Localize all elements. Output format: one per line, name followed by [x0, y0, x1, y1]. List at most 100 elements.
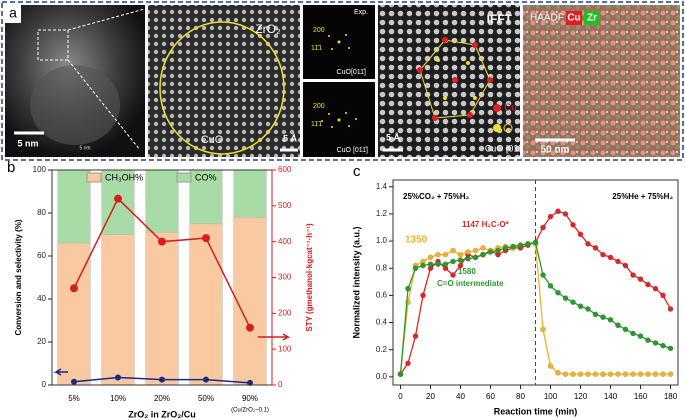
point — [600, 314, 606, 320]
hkl-label: 11̄1 — [311, 45, 322, 52]
point — [247, 379, 253, 386]
scale-label: 5 nm — [79, 145, 90, 151]
point — [517, 242, 524, 249]
x-tick-label: 40 — [456, 392, 465, 401]
point — [547, 283, 554, 289]
fft-spots — [321, 34, 357, 128]
point — [480, 245, 486, 251]
y-axis-title: Normalized intensity (a.u.) — [351, 226, 361, 338]
point — [472, 254, 479, 261]
y-tick-label: 0.4 — [376, 318, 388, 327]
point — [457, 257, 464, 263]
y-tick-label: 1.0 — [376, 236, 388, 245]
point — [562, 371, 569, 377]
x-tick-label: 100 — [544, 392, 558, 401]
bar-segment — [189, 223, 223, 386]
point — [592, 371, 599, 377]
haadf-image — [523, 5, 680, 157]
point — [660, 292, 666, 299]
point — [622, 326, 629, 333]
panel-letter: c — [353, 163, 361, 180]
y-tick-label: 200 — [278, 308, 292, 317]
x-tick-label: 10% — [110, 394, 126, 403]
point — [562, 295, 569, 301]
point — [622, 262, 629, 269]
y-tick-label: 600 — [278, 165, 292, 174]
hkl-label: 200 — [313, 103, 325, 110]
x-tick-label: 20% — [154, 394, 170, 403]
point — [442, 261, 449, 268]
point — [158, 237, 166, 246]
point — [607, 371, 614, 377]
point — [435, 261, 441, 268]
bar-segment — [57, 169, 91, 244]
point — [472, 247, 479, 254]
point — [600, 251, 606, 258]
point — [412, 265, 419, 272]
point — [615, 258, 621, 265]
x-tick-label: 0 — [398, 392, 403, 401]
point — [487, 249, 494, 255]
arrow — [53, 368, 68, 376]
point — [592, 311, 599, 318]
point — [427, 261, 434, 268]
y-tick-label: 0.0 — [376, 372, 388, 381]
point — [540, 326, 546, 333]
point — [450, 247, 456, 254]
point — [630, 371, 636, 377]
point — [397, 371, 404, 377]
y-tick-label: 80 — [37, 208, 46, 217]
point — [480, 251, 486, 258]
point — [600, 371, 606, 377]
point — [450, 258, 456, 265]
point — [637, 371, 644, 377]
point — [652, 285, 659, 292]
point — [660, 342, 666, 349]
point — [502, 245, 509, 251]
panel-letter: a — [9, 5, 17, 21]
x-tick-label: 50% — [198, 394, 214, 403]
point — [457, 251, 464, 258]
legend-swatch — [493, 124, 501, 132]
legend-label: CO% — [195, 172, 217, 182]
y-tick-label: 1.2 — [376, 209, 388, 218]
point — [510, 243, 516, 250]
legend-label: Cu — [504, 103, 517, 114]
panel-border — [1, 1, 684, 161]
point — [555, 369, 561, 376]
point — [71, 378, 77, 385]
x-tick-label: 180 — [664, 392, 678, 401]
y-tick-label: 0.2 — [376, 345, 388, 354]
point — [442, 251, 449, 258]
annotation: 1350 — [405, 235, 428, 246]
point — [630, 272, 636, 278]
zro2-label: ZrO₂ — [255, 22, 281, 36]
x-tick-label: 90% — [242, 394, 258, 403]
point — [667, 371, 674, 377]
legend-label: Zr — [587, 13, 597, 24]
point — [159, 376, 165, 383]
point — [555, 208, 561, 215]
zone-label: CuO [011̄] — [485, 143, 525, 153]
legend-swatch — [86, 172, 102, 183]
point — [70, 284, 78, 293]
point — [637, 333, 644, 339]
point — [412, 333, 419, 339]
y-tick-label: 0 — [42, 380, 47, 389]
x-tick-label: 20 — [426, 392, 435, 401]
y-tick-label: 40 — [37, 294, 46, 303]
point — [435, 251, 441, 258]
ifft-label: IFFT — [487, 12, 513, 26]
y-tick-label: 0.6 — [376, 291, 388, 300]
point — [570, 221, 576, 228]
bar-segment — [101, 234, 135, 386]
scale-label: 5 Å — [386, 132, 401, 142]
y-tick-label: 20 — [37, 337, 46, 346]
point — [577, 371, 584, 377]
point — [645, 371, 651, 377]
point — [427, 254, 434, 261]
annotation: 25%He + 75%H₂ — [612, 192, 673, 201]
legend-swatch — [503, 123, 513, 133]
zoom-line — [67, 59, 141, 151]
point — [652, 371, 659, 377]
